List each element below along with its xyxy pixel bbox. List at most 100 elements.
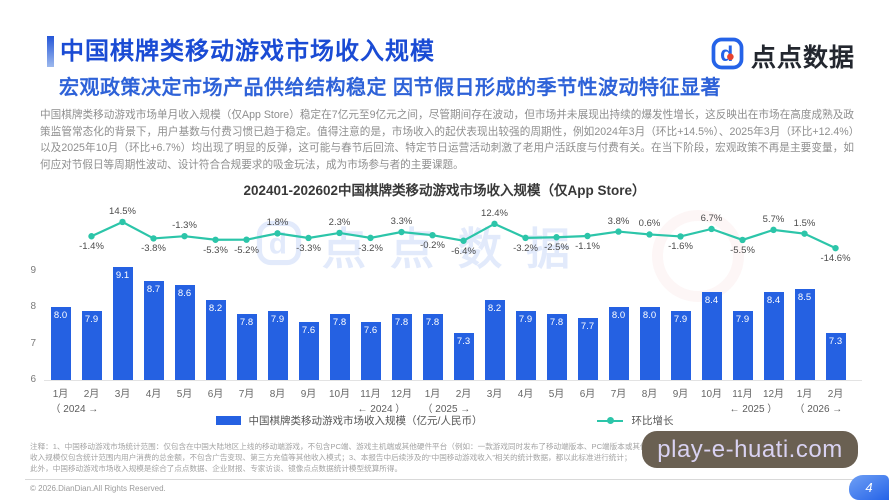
revenue-bar (701, 292, 722, 380)
y-axis-tick: 6 (30, 374, 36, 385)
x-axis-month-label: 6月 (207, 389, 224, 400)
revenue-bar (112, 266, 133, 380)
growth-value-label: -1.3% (172, 220, 197, 232)
page-subtitle: 宏观政策决定市场产品供给结构稳定 因节假日形成的季节性波动特征显著 (59, 77, 722, 99)
x-axis-month-label: 1月 (424, 389, 441, 400)
x-axis-month-label: 1月 (796, 389, 813, 400)
growth-point (243, 236, 250, 243)
x-axis-month-label: 3月 (114, 389, 131, 400)
bar-value-label: 8.2 (208, 302, 223, 314)
x-axis-month-label: 9月 (300, 389, 317, 400)
svg-text:d: d (269, 227, 287, 260)
x-axis-line (44, 380, 862, 381)
y-axis-tick: 7 (30, 337, 36, 349)
growth-value-label: 6.7% (700, 212, 723, 224)
bar-value-label: 7.3 (828, 335, 843, 347)
x-axis-month-label: 4月 (145, 389, 162, 400)
growth-value-label: 5.7% (762, 213, 785, 225)
revenue-bar (360, 321, 381, 380)
bar-value-label: 7.9 (84, 313, 99, 325)
chart-title: 202401-202602中国棋牌类移动游戏市场收入规模（仅App Store） (243, 183, 646, 198)
growth-point (88, 233, 95, 240)
x-axis-month-label: 8月 (641, 389, 658, 400)
revenue-chart: d 点点数据 9 8 7 6 8.0 1月 7.9 2月 9.1 3月 8.7 4月 8.6 5月 8.2 6… (0, 195, 889, 430)
x-axis-month-label: 12月 (762, 389, 785, 400)
growth-value-label: -3.2% (358, 242, 383, 254)
growth-value-label: -3.3% (296, 242, 321, 254)
x-axis-year-label: （ 2024 → (50, 404, 99, 415)
revenue-bar (236, 314, 257, 380)
footnotes: 注释：1、中国移动游戏市场统计范围：仅包含在中国大陆地区上线的移动端游戏，不包含… (30, 441, 858, 474)
legend-revenue-label: 中国棋牌类移动游戏市场收入规模（亿元/人民币） (248, 415, 483, 427)
growth-value-label: 3.8% (607, 215, 630, 227)
growth-value-label: 14.5% (109, 205, 136, 217)
page-title: 中国棋牌类移动游戏市场收入规模 (60, 38, 435, 65)
revenue-bar (794, 288, 815, 380)
revenue-bar (484, 299, 505, 380)
bar-value-label: 8.2 (487, 302, 502, 314)
chart-legend: 中国棋牌类移动游戏市场收入规模（亿元/人民币） 环比增长 (0, 413, 889, 428)
growth-point (832, 244, 839, 252)
page-number-badge: 4 (849, 475, 889, 500)
growth-point (770, 226, 777, 234)
growth-value-label: -3.8% (141, 243, 166, 255)
revenue-bar (391, 314, 412, 380)
y-axis-tick: 8 (30, 301, 36, 312)
growth-value-label: -5.3% (203, 244, 228, 256)
bar-value-label: 8.6 (177, 288, 192, 300)
bar-value-label: 7.7 (580, 320, 595, 332)
legend-item-growth: 环比增长 (597, 413, 673, 428)
revenue-bar (81, 310, 102, 380)
x-axis-month-label: 4月 (517, 389, 534, 400)
y-axis-tick: 9 (30, 264, 36, 276)
revenue-bar (174, 285, 195, 380)
x-axis-month-label: 2月 (827, 389, 844, 400)
legend-bar-swatch (215, 416, 241, 425)
x-axis-month-label: 7月 (610, 389, 627, 400)
bar-value-label: 8.0 (53, 310, 68, 321)
growth-value-label: -5.5% (730, 244, 755, 256)
legend-growth-label: 环比增长 (631, 415, 674, 427)
growth-point (615, 228, 622, 235)
watermark-circle (652, 210, 744, 302)
footer-divider (25, 479, 863, 480)
x-axis-month-label: 1月 (52, 389, 69, 400)
brand-name: 点点数据 (750, 44, 855, 72)
x-axis-month-label: 11月 (360, 389, 381, 400)
growth-value-label: -14.6% (820, 253, 851, 265)
revenue-bar (298, 321, 319, 380)
revenue-bar (608, 307, 629, 380)
growth-point (801, 230, 808, 237)
revenue-bar (577, 317, 598, 380)
growth-value-label: 0.6% (638, 218, 661, 230)
diandian-logo-icon: d (711, 37, 744, 75)
legend-line-swatch (597, 417, 624, 424)
x-axis-year-label: ← 2025 ） (729, 404, 778, 415)
bar-value-label: 7.9 (735, 313, 750, 325)
growth-value-label: -3.2% (513, 242, 538, 254)
x-axis-month-label: 9月 (672, 389, 689, 400)
bar-value-label: 8.0 (642, 310, 657, 321)
revenue-bar (453, 332, 474, 380)
copyright-text: © 2026.DianDian.All Rights Reserved. (30, 484, 166, 493)
growth-value-label: -1.6% (668, 241, 693, 253)
revenue-bar (329, 314, 350, 380)
bar-value-label: 7.8 (425, 317, 440, 329)
growth-value-label: -0.2% (420, 240, 445, 252)
x-axis-year-label: ← 2024 ） (357, 404, 406, 415)
growth-value-label: -6.4% (451, 245, 476, 257)
growth-value-label: 12.4% (481, 207, 508, 219)
footnote-line-2: 收入规模仅包含统计范围内用户消费的总金额，不包含广告变现、第三方充值等其他收入模… (30, 453, 632, 462)
revenue-bar (515, 310, 536, 380)
x-axis-month-label: 2月 (455, 389, 472, 400)
x-axis-year-label: （ 2026 → (794, 404, 843, 415)
growth-value-label: -1.4% (79, 241, 104, 253)
bar-value-label: 7.3 (456, 335, 471, 347)
x-axis-month-label: 10月 (328, 389, 351, 400)
x-axis-month-label: 7月 (238, 389, 255, 400)
growth-value-label: -5.2% (234, 244, 259, 256)
growth-point (150, 235, 157, 242)
revenue-bar (732, 310, 753, 380)
revenue-bar (205, 299, 226, 380)
